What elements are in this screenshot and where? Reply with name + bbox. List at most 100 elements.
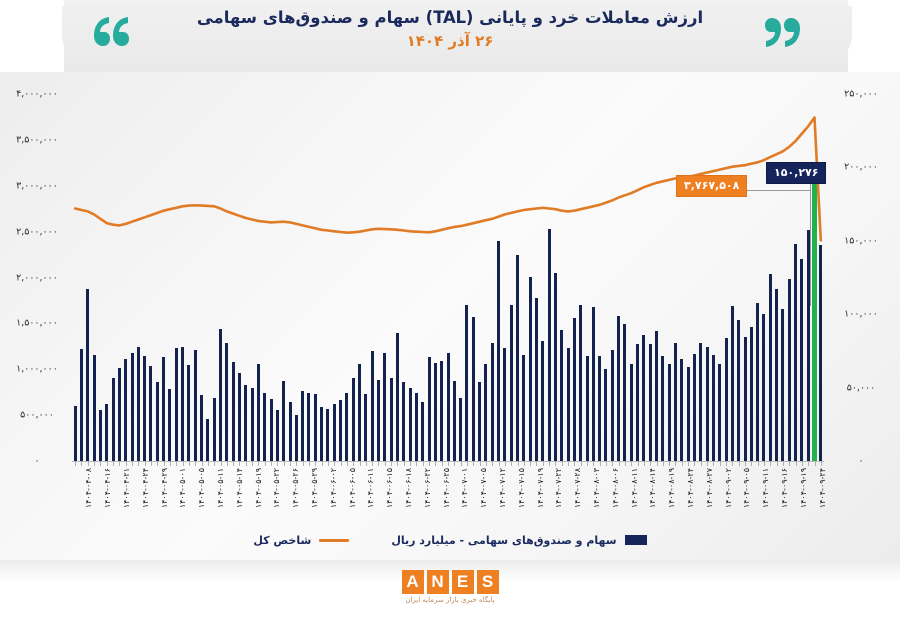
bar bbox=[623, 324, 627, 461]
bar bbox=[168, 389, 172, 461]
y-tick-label-right: ۲۵۰,۰۰۰ bbox=[844, 88, 878, 100]
x-tick bbox=[599, 461, 601, 466]
bar bbox=[465, 305, 469, 461]
x-tick-label: ۱۴۰۴-۰۴-۲۱ bbox=[122, 468, 131, 509]
x-tick-label: ۱۴۰۴-۰۹-۱۱ bbox=[761, 468, 771, 509]
x-tick-label: ۱۴۰۴-۰۹-۱۶ bbox=[780, 468, 789, 509]
x-tick bbox=[201, 461, 203, 466]
bar bbox=[105, 404, 109, 461]
x-tick bbox=[511, 461, 513, 466]
bar bbox=[187, 364, 191, 461]
bar bbox=[294, 415, 298, 461]
title-block: ارزش معاملات خرد و پایانی (TAL) سهام و ص… bbox=[150, 5, 750, 67]
x-tick bbox=[372, 461, 374, 466]
bar bbox=[364, 394, 368, 461]
bar bbox=[288, 402, 292, 461]
x-tick bbox=[719, 461, 721, 466]
x-tick bbox=[707, 461, 709, 466]
bar bbox=[73, 405, 77, 461]
x-tick-label: ۱۴۰۴-۰۵-۰۱ bbox=[178, 468, 188, 509]
y-tick-label-right: ۱۵۰,۰۰۰ bbox=[844, 235, 878, 247]
x-tick bbox=[397, 461, 399, 466]
x-tick bbox=[795, 461, 797, 466]
bar bbox=[351, 378, 355, 461]
bar-series bbox=[72, 94, 824, 461]
legend-line-swatch bbox=[319, 538, 350, 542]
bar bbox=[446, 352, 450, 461]
bar bbox=[98, 409, 102, 461]
x-tick bbox=[302, 461, 304, 466]
x-tick-label: ۱۴۰۴-۰۹-۰۵ bbox=[742, 468, 752, 509]
x-tick-label: ۱۴۰۴-۰۷-۱۹ bbox=[535, 468, 545, 509]
bar bbox=[692, 353, 696, 461]
callout-leader-bar bbox=[740, 190, 810, 191]
bar bbox=[718, 363, 722, 461]
bar bbox=[250, 387, 254, 461]
callout-leader-line bbox=[810, 182, 811, 306]
x-tick bbox=[113, 461, 115, 466]
bar bbox=[673, 342, 677, 461]
x-tick-label: ۱۴۰۴-۰۷-۲۲ bbox=[554, 468, 564, 509]
x-tick bbox=[441, 461, 443, 466]
bar bbox=[282, 381, 286, 461]
bar bbox=[711, 354, 715, 461]
bar bbox=[124, 359, 128, 461]
bar bbox=[256, 363, 260, 461]
x-tick bbox=[776, 461, 778, 466]
header-left-cap bbox=[0, 0, 64, 72]
x-tick bbox=[100, 461, 102, 466]
x-tick bbox=[321, 461, 323, 466]
bar bbox=[478, 382, 482, 461]
x-tick bbox=[631, 461, 633, 466]
x-tick bbox=[650, 461, 652, 466]
bar bbox=[339, 399, 343, 461]
bar bbox=[585, 355, 589, 461]
bar bbox=[193, 349, 197, 461]
x-tick bbox=[239, 461, 241, 466]
x-axis-ticks bbox=[72, 461, 824, 466]
x-tick bbox=[327, 461, 329, 466]
y-tick-label-left: ۲,۵۰۰,۰۰۰ bbox=[16, 226, 58, 238]
x-tick bbox=[763, 461, 765, 466]
x-tick bbox=[416, 461, 418, 466]
x-tick bbox=[422, 461, 424, 466]
x-tick bbox=[700, 461, 702, 466]
x-tick bbox=[271, 461, 273, 466]
callout-line-value: ۱۵۰,۲۷۶ bbox=[766, 162, 827, 184]
y-tick-label-right: ۵۰,۰۰۰ bbox=[846, 382, 876, 394]
bar bbox=[534, 297, 538, 461]
bar bbox=[143, 355, 147, 461]
bar bbox=[667, 363, 671, 461]
x-tick-label: ۱۴۰۴-۰۶-۲۵ bbox=[441, 468, 451, 509]
x-tick bbox=[555, 461, 557, 466]
bar bbox=[452, 381, 456, 461]
x-tick bbox=[757, 461, 759, 466]
bar bbox=[528, 276, 532, 461]
x-tick bbox=[732, 461, 734, 466]
bar bbox=[231, 361, 235, 461]
x-tick bbox=[549, 461, 551, 466]
bar bbox=[320, 406, 324, 461]
bar bbox=[162, 357, 166, 461]
x-tick bbox=[656, 461, 658, 466]
x-tick-label: ۱۴۰۴-۰۵-۱۴ bbox=[234, 468, 244, 509]
bar bbox=[332, 404, 336, 461]
bar bbox=[200, 394, 204, 461]
bar bbox=[806, 229, 810, 461]
bar bbox=[440, 361, 444, 461]
bar bbox=[484, 363, 488, 461]
x-tick bbox=[492, 461, 494, 466]
bar bbox=[149, 365, 153, 461]
logo-letter: N bbox=[426, 570, 449, 594]
x-tick bbox=[163, 461, 165, 466]
x-tick bbox=[688, 461, 690, 466]
bar bbox=[762, 314, 766, 461]
x-tick bbox=[801, 461, 803, 466]
x-tick bbox=[429, 461, 431, 466]
x-tick bbox=[290, 461, 292, 466]
y-tick-label-left: ۲,۰۰۰,۰۰۰ bbox=[16, 272, 58, 283]
bar bbox=[598, 356, 602, 461]
x-tick bbox=[587, 461, 589, 466]
x-tick-label: ۱۴۰۴-۰۴-۱۶ bbox=[103, 468, 113, 509]
